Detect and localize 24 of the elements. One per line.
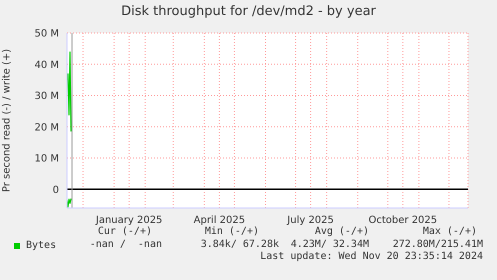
- y-axis-title: Pr second read (-) / write (+): [2, 48, 13, 192]
- y-tick-label: 50 M: [34, 28, 59, 40]
- y-tick-label: 30 M: [34, 91, 59, 102]
- text: Last update: Wed Nov 20 23:35:14 2024: [260, 251, 483, 262]
- line-series: [67, 51, 72, 132]
- x-tick-label: July 2025: [286, 215, 334, 226]
- line-series: [67, 198, 72, 208]
- x-tick-label: April 2025: [194, 215, 246, 226]
- y-tick-label: 40 M: [34, 60, 59, 71]
- text: Max (-/+): [422, 226, 477, 237]
- chart-title: Disk throughput for /dev/md2 - by year: [120, 4, 377, 19]
- text: 4.23M/ 32.34M: [290, 239, 369, 250]
- text: 3.84k/ 67.28k: [200, 239, 279, 250]
- text: Cur (-/+): [98, 226, 152, 237]
- y-tick-label: 20 M: [34, 122, 59, 134]
- y-tick-label: 0: [52, 184, 59, 196]
- x-tick-label: October 2025: [368, 215, 438, 226]
- text: Avg (-/+): [314, 226, 369, 237]
- legend-label: Bytes: [25, 240, 56, 251]
- text: Min (-/+): [204, 226, 259, 237]
- text: 272.80M/215.41M: [392, 239, 483, 250]
- x-tick-label: January 2025: [94, 215, 162, 226]
- y-tick-label: 10 M: [34, 154, 59, 165]
- text: -nan / -nan: [90, 239, 162, 250]
